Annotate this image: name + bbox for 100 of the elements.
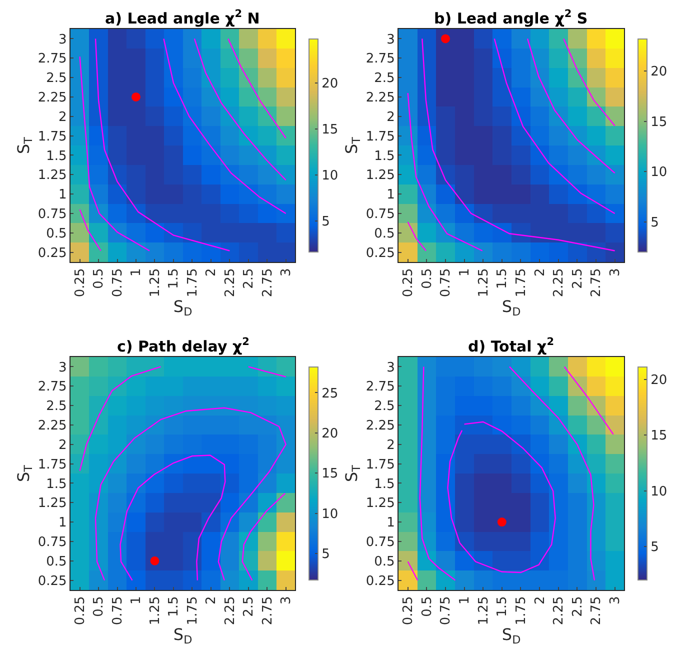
x-tick-label: 3 — [608, 596, 624, 604]
x-tick-label: 1.75 — [514, 268, 529, 298]
x-tick-label: 3 — [608, 268, 624, 276]
x-tick-label: 1 — [129, 596, 144, 604]
y-tick-label: 2.5 — [46, 399, 67, 414]
x-tick-label: 0.5 — [92, 268, 107, 289]
y-tick-label: 1.25 — [366, 168, 395, 184]
line-series — [447, 421, 556, 574]
x-tick-label: 2 — [204, 596, 220, 604]
x-tick-label: 1 — [458, 268, 473, 276]
color-bar-label: 20 — [650, 372, 668, 388]
line-series — [163, 38, 286, 214]
y-tick-label: 2 — [386, 110, 395, 125]
x-tick-label: 2.25 — [552, 596, 567, 626]
x-tick-label: 0.75 — [438, 268, 454, 298]
y-tick-label: 1.5 — [374, 148, 395, 164]
color-bar-label: 10 — [650, 165, 668, 180]
line-series — [228, 38, 286, 139]
y-tick-label: 2 — [58, 438, 67, 453]
line-series — [79, 56, 150, 252]
chart-title: b) Lead angle χ$^{2}$ S — [434, 8, 588, 28]
y-tick-label: 1 — [58, 516, 67, 531]
x-axis-title: S$_{D}$ — [502, 297, 521, 319]
x-tick-label: 2.5 — [570, 268, 586, 289]
y-tick-label: 3 — [58, 360, 67, 376]
line-series — [508, 366, 596, 581]
color-bar-label: 15 — [650, 428, 668, 444]
y-tick-label: 0.25 — [38, 574, 67, 589]
x-tick-label: 2 — [532, 596, 548, 604]
x-tick-label: 3 — [279, 268, 294, 276]
y-tick-label: 1.25 — [38, 168, 67, 184]
x-tick-label: 1 — [129, 268, 144, 276]
line-series — [563, 38, 616, 126]
color-bar-label: 20 — [322, 426, 338, 442]
y-tick-label: 3 — [58, 32, 67, 48]
line-series — [526, 38, 616, 174]
x-tick-label: 0.75 — [110, 268, 126, 298]
y-tick-label: 2 — [58, 110, 67, 125]
y-tick-label: 0.75 — [38, 535, 67, 550]
y-tick-label: 1 — [386, 188, 395, 203]
y-tick-label: 0.5 — [46, 226, 67, 242]
y-tick-label: 2.25 — [38, 90, 67, 106]
x-tick-label: 2.75 — [260, 268, 276, 298]
y-tick-label: 1.5 — [374, 476, 395, 492]
y-tick-label: 1.25 — [366, 496, 395, 512]
y-tick-label: 2.25 — [38, 418, 67, 434]
color-bar-label: 10 — [322, 506, 338, 522]
y-tick-label: 1.5 — [46, 476, 67, 492]
y-tick-label: 1.75 — [38, 129, 67, 144]
x-tick-label: 2.5 — [242, 268, 257, 289]
x-tick-label: 1.5 — [166, 268, 182, 289]
x-tick-label: 0.5 — [420, 596, 435, 617]
x-tick-label: 1 — [458, 596, 473, 604]
x-tick-label: 2.5 — [570, 596, 586, 617]
x-tick-label: 1.25 — [476, 268, 492, 298]
x-tick-label: 0.75 — [438, 596, 454, 626]
y-tick-label: 1.5 — [46, 148, 67, 164]
y-tick-label: 2.5 — [374, 71, 395, 86]
line-series — [94, 38, 230, 252]
x-tick-label: 0.5 — [92, 596, 107, 617]
y-tick-label: 2.5 — [374, 399, 395, 414]
color-bar-label: 10 — [322, 168, 338, 184]
y-tick-label: 0.75 — [38, 207, 67, 222]
y-tick-label: 0.25 — [366, 246, 395, 261]
y-tick-label: 1 — [386, 516, 395, 531]
y-tick-label: 2.75 — [366, 52, 395, 67]
chart-title: d) Total χ$^{2}$ — [468, 336, 554, 356]
x-tick-label: 1.75 — [185, 596, 200, 626]
x-tick-label: 2.5 — [242, 596, 257, 617]
y-tick-label: 0.5 — [46, 554, 67, 570]
y-tick-label: 0.25 — [366, 574, 395, 589]
color-bar-label: 20 — [650, 64, 668, 80]
y-tick-label: 1.75 — [38, 457, 67, 472]
line-series — [422, 38, 616, 252]
y-tick-label: 0.5 — [374, 554, 395, 570]
y-tick-label: 2.75 — [38, 380, 67, 395]
color-bar-label: 15 — [322, 122, 338, 138]
x-tick-label: 3 — [279, 596, 294, 604]
x-tick-label: 2.25 — [222, 268, 238, 298]
x-tick-label: 2 — [532, 268, 548, 276]
x-axis-title: S$_{D}$ — [502, 625, 521, 647]
x-tick-label: 1.25 — [148, 268, 163, 298]
y-tick-label: 0.5 — [374, 226, 395, 242]
color-bar-label: 5 — [322, 547, 330, 562]
x-tick-label: 0.5 — [420, 268, 435, 289]
line-series — [494, 38, 616, 214]
color-bar-label: 10 — [650, 484, 668, 500]
x-tick-label: 1.75 — [185, 268, 200, 298]
y-tick-label: 1.75 — [366, 457, 395, 472]
color-bar-label: 25 — [322, 386, 338, 402]
x-tick-label: 1.5 — [166, 596, 182, 617]
line-series — [94, 407, 286, 581]
y-tick-label: 2.5 — [46, 71, 67, 86]
x-tick-label: 2.75 — [589, 268, 604, 298]
color-bar-label: 15 — [650, 114, 668, 130]
y-tick-label: 1.75 — [366, 129, 395, 144]
color-bar-label: 5 — [650, 215, 659, 230]
line-series — [419, 366, 456, 581]
x-tick-label: 1.5 — [495, 596, 510, 617]
x-tick-label: 1.25 — [148, 596, 163, 626]
